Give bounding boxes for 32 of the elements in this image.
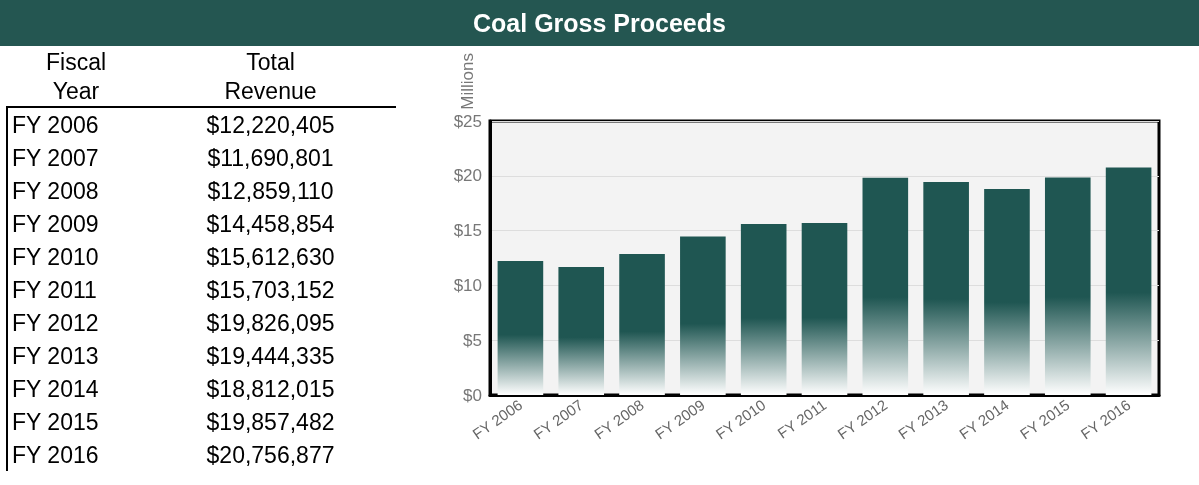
text: FY 2007 xyxy=(7,141,146,174)
x-tick-label: FY 2011 xyxy=(774,396,830,442)
y-tick-label: $5 xyxy=(463,330,482,350)
text: FY 2011 xyxy=(7,273,146,306)
text: $19,826,095 xyxy=(205,308,336,338)
text: $12,220,405 xyxy=(205,110,336,140)
y-tick-label: $10 xyxy=(453,275,482,295)
text: $20,756,877 xyxy=(205,440,336,470)
text: $12,859,110 xyxy=(206,176,335,206)
y-tick-label: $15 xyxy=(453,221,482,241)
text: $11,690,801 xyxy=(206,143,335,173)
text: Total Revenue xyxy=(145,48,396,107)
text: Fiscal Year xyxy=(7,48,146,107)
y-tick-label: $20 xyxy=(453,166,482,186)
text: FY 2010 xyxy=(7,240,146,273)
text: FY 2012 xyxy=(7,306,146,339)
text: $14,458,854 xyxy=(205,209,336,239)
text: FY 2009 xyxy=(7,207,146,240)
chart-title: Coal Gross Proceeds xyxy=(0,0,1199,46)
text: $19,857,482 xyxy=(205,407,336,437)
text: $15,612,630 xyxy=(205,242,336,272)
y-axis-title: Millions xyxy=(458,53,477,110)
text: $19,444,335 xyxy=(205,341,336,371)
text: $15,703,152 xyxy=(205,275,336,305)
text: FY 2006 xyxy=(7,107,146,141)
text: $18,812,015 xyxy=(205,374,336,404)
y-tick-label: $0 xyxy=(463,385,482,405)
text: FY 2008 xyxy=(7,174,146,207)
y-tick-label: $25 xyxy=(453,111,482,131)
text: FY 2014 xyxy=(7,372,146,405)
text: FY 2013 xyxy=(7,339,146,372)
text: FY 2016 xyxy=(7,438,146,471)
